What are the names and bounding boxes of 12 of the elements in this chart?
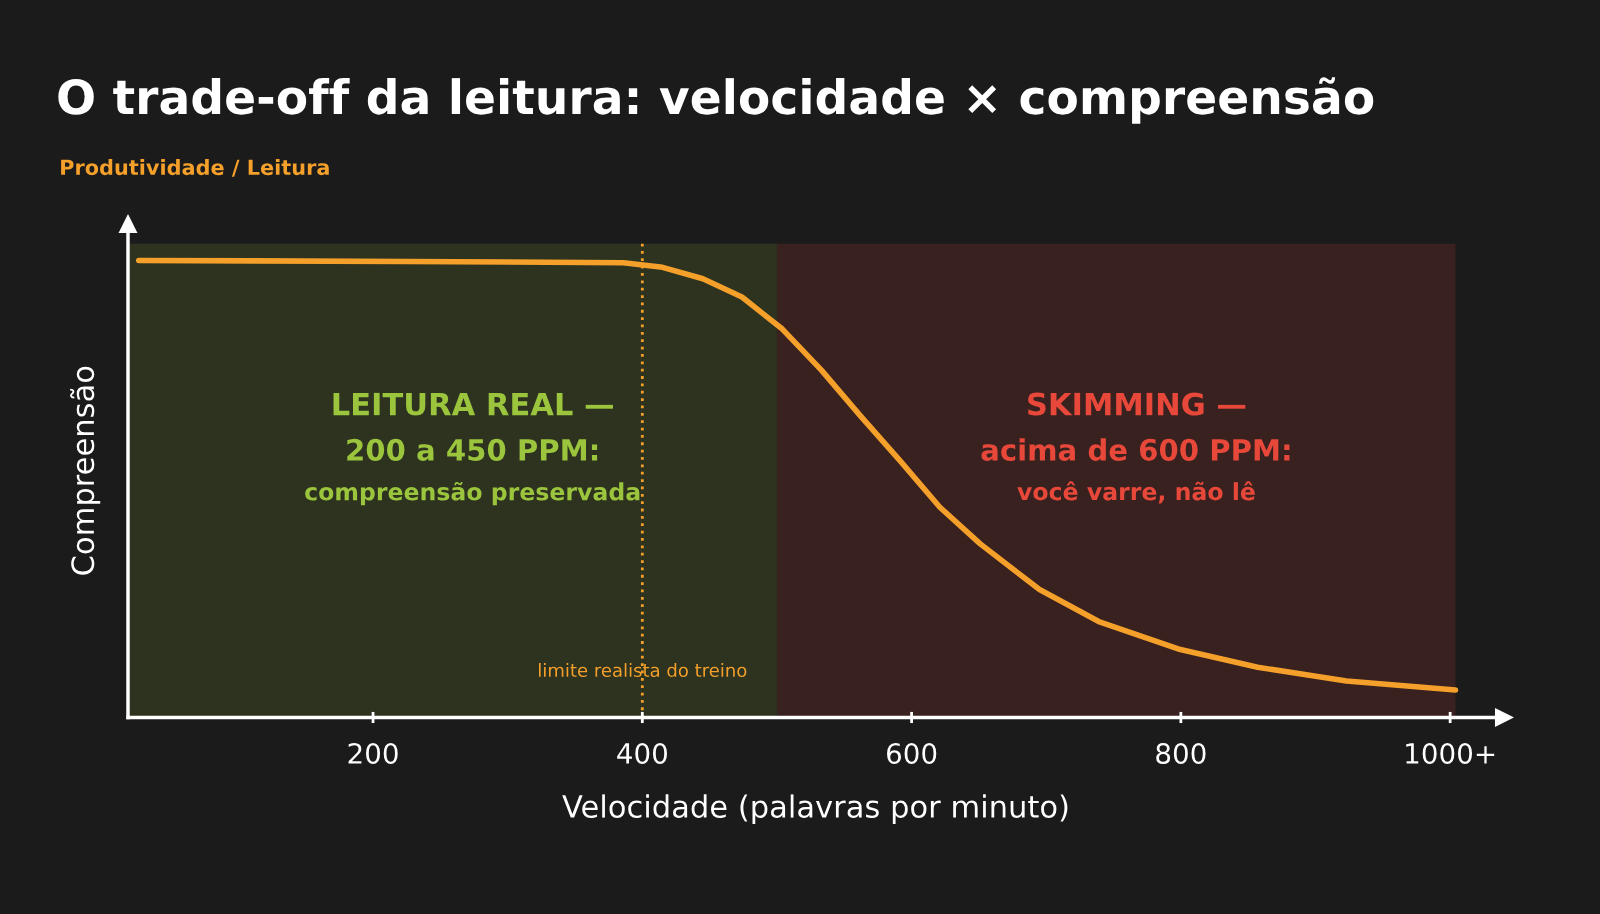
y-axis-title: Compreensão <box>70 366 101 575</box>
x-tick-label: 600 <box>887 742 937 764</box>
x-tick-label: 400 <box>617 742 667 764</box>
chart-subtitle: Produtividade / Leitura <box>61 159 329 177</box>
x-axis-title: Velocidade (palavras por minuto) <box>562 794 1068 824</box>
ref-line-label: limite realista do treino <box>539 663 747 678</box>
band-label: SKIMMING — acima de 600 PPM: você varre, não lê <box>981 392 1290 504</box>
chart-title: O trade-off da leitura: velocidade × compreensão <box>58 77 1374 124</box>
x-tick-label: 200 <box>348 742 398 764</box>
band-label: LEITURA REAL — 200 a 450 PPM: compreensão preservada <box>305 392 640 506</box>
x-tick-label: 800 <box>1156 742 1206 764</box>
x-tick-label: 1000+ <box>1406 742 1495 764</box>
